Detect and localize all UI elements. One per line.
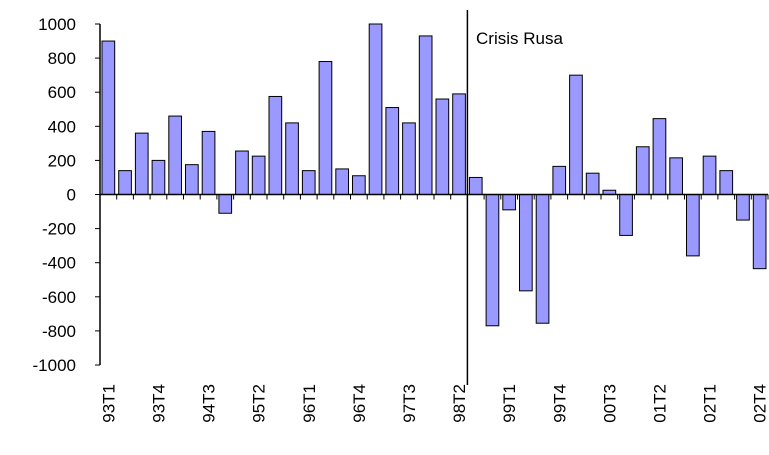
bar xyxy=(435,98,450,195)
bar xyxy=(285,122,299,195)
x-tick-label: 02T1 xyxy=(701,384,720,423)
bar xyxy=(619,194,633,236)
y-tick-label: 800 xyxy=(48,49,76,68)
bar xyxy=(418,35,433,196)
bar xyxy=(301,170,316,196)
y-tick-label: -1000 xyxy=(33,356,76,375)
bar xyxy=(352,175,366,195)
bar xyxy=(702,155,717,195)
bar xyxy=(635,146,650,195)
bar xyxy=(752,194,767,270)
bar xyxy=(185,164,199,196)
bar xyxy=(118,170,132,196)
y-tick-label: -600 xyxy=(42,288,76,307)
x-tick-label: 97T3 xyxy=(400,384,419,423)
x-tick-label: 99T1 xyxy=(500,384,519,423)
bar xyxy=(552,165,567,195)
x-tick-label: 96T4 xyxy=(350,384,369,423)
y-tick-label: 200 xyxy=(48,151,76,170)
y-tick-label: 400 xyxy=(48,117,76,136)
bar xyxy=(251,155,266,195)
bar xyxy=(485,194,500,327)
x-tick-label: 01T2 xyxy=(650,384,669,423)
bar xyxy=(201,130,216,195)
bar xyxy=(218,194,233,214)
bar xyxy=(318,61,333,196)
bar xyxy=(385,107,400,195)
bar xyxy=(452,93,466,195)
x-tick-label: 94T3 xyxy=(200,384,219,423)
y-tick-label: -400 xyxy=(42,254,76,273)
y-tick-label: 0 xyxy=(67,186,76,205)
bar xyxy=(168,115,182,195)
y-tick-label: 600 xyxy=(48,83,76,102)
y-tick-label: -800 xyxy=(42,322,76,341)
bar xyxy=(686,194,700,257)
x-tick-label: 96T1 xyxy=(300,384,319,423)
bar xyxy=(335,168,349,196)
x-tick-label: 93T4 xyxy=(149,384,168,423)
bar xyxy=(502,194,516,211)
y-tick-label: -200 xyxy=(42,220,76,239)
bar xyxy=(519,194,533,292)
x-tick-label: 98T2 xyxy=(450,384,469,423)
bar xyxy=(669,157,683,195)
x-tick-label: 99T4 xyxy=(550,384,569,423)
x-tick-label: 93T1 xyxy=(99,384,118,423)
bar xyxy=(468,176,483,195)
bar xyxy=(134,132,149,195)
bar xyxy=(585,172,600,195)
x-tick-label: 02T4 xyxy=(751,384,769,423)
bar xyxy=(719,170,734,196)
x-tick-label: 00T3 xyxy=(600,384,619,423)
bar xyxy=(402,122,416,195)
bar xyxy=(151,159,166,195)
bar xyxy=(235,150,249,196)
bar xyxy=(368,23,383,195)
bar xyxy=(268,95,283,195)
bar xyxy=(535,194,550,324)
bar xyxy=(569,74,583,195)
x-tick-label: 95T2 xyxy=(250,384,269,423)
y-tick-label: 1000 xyxy=(38,15,76,34)
bar xyxy=(652,118,667,195)
annotation: Crisis Rusa xyxy=(476,29,563,48)
bar xyxy=(736,194,750,221)
bar xyxy=(101,40,116,195)
